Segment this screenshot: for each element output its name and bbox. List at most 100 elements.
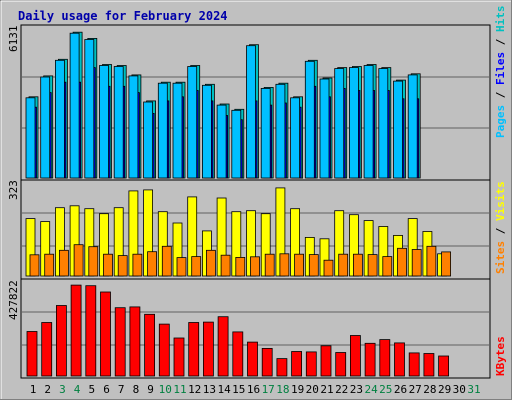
pages-bar: [363, 65, 374, 179]
x-tick-label: 31: [467, 383, 480, 396]
sites-bar: [441, 251, 452, 277]
kbytes-bar: [26, 331, 38, 377]
pages-bar: [113, 66, 124, 179]
pages-bar: [172, 82, 183, 179]
sites-bar: [382, 256, 393, 277]
legend-visits-line: Sites / Visits: [494, 181, 507, 274]
x-tick-label: 18: [276, 383, 289, 396]
x-tick-label: 4: [74, 383, 81, 396]
pages-bar: [128, 75, 139, 179]
legend-files: Files: [494, 52, 507, 85]
sites-bar: [397, 247, 407, 277]
kbytes-bar: [276, 358, 288, 377]
pages-bar: [187, 66, 198, 179]
kbytes-bar: [349, 335, 361, 377]
kbytes-bar: [423, 353, 435, 377]
sites-bar: [250, 256, 260, 277]
x-tick-label: 24: [364, 383, 378, 396]
kbytes-bar: [261, 347, 273, 377]
x-tick-label: 2: [44, 383, 51, 396]
kbytes-bar: [247, 341, 258, 377]
pages-bar: [201, 84, 212, 179]
x-tick-label: 8: [133, 383, 140, 396]
pages-bar: [231, 109, 242, 179]
x-tick-label: 13: [203, 383, 216, 396]
sites-bar: [88, 246, 99, 277]
x-tick-label: 26: [394, 383, 407, 396]
kbytes-bar: [100, 291, 111, 377]
x-tick-label: 27: [409, 383, 422, 396]
legend-sites: Sites: [494, 241, 507, 274]
sites-bar: [338, 253, 349, 277]
pages-bar: [378, 68, 389, 179]
kbytes-bar: [379, 339, 391, 377]
kbytes-bar: [129, 306, 141, 377]
sites-bar: [352, 253, 363, 277]
kbytes-max-label: 427822: [7, 280, 20, 320]
panel-kbytes-frame: [20, 278, 491, 379]
legend-traffic: Pages / Files / Hits: [494, 6, 507, 139]
legend-kbytes: KBytes: [494, 336, 507, 376]
kbytes-bar: [305, 351, 317, 377]
kbytes-bar: [173, 337, 185, 377]
x-tick-label: 25: [379, 383, 392, 396]
sites-bar: [308, 254, 319, 277]
sites-bar: [294, 253, 305, 277]
x-tick-label: 16: [247, 383, 260, 396]
x-tick-label: 15: [232, 383, 245, 396]
pages-bar: [84, 39, 95, 179]
sites-bar: [103, 253, 113, 277]
x-tick-label: 5: [88, 383, 95, 396]
kbytes-bar: [335, 352, 347, 377]
x-tick-label: 10: [159, 383, 172, 396]
pages-bar: [55, 59, 65, 179]
kbytes-bar: [232, 331, 244, 377]
x-tick-label: 20: [306, 383, 319, 396]
x-tick-label: 17: [262, 383, 275, 396]
legend-kbytes-name: KBytes: [494, 336, 507, 376]
sites-bar: [426, 245, 437, 277]
x-tick-label: 3: [59, 383, 66, 396]
kbytes-bar: [41, 322, 53, 377]
kbytes-bar: [188, 322, 200, 377]
legend-pages: Pages: [494, 105, 507, 138]
kbytes-bar: [217, 316, 229, 377]
pages-bar: [304, 60, 315, 179]
kbytes-bar: [158, 323, 170, 377]
legend-hits: Hits: [494, 6, 507, 33]
sites-bar: [411, 249, 422, 277]
bars-layer: [25, 31, 452, 377]
legend-visits: Sites / Visits: [494, 181, 507, 274]
x-tick-label: 14: [217, 383, 231, 396]
sites-bar: [161, 245, 172, 277]
sites-bar: [323, 259, 334, 277]
sites-bar: [176, 257, 187, 277]
legend-sep: /: [494, 221, 507, 241]
x-tick-label: 6: [103, 383, 110, 396]
x-tick-label: 1: [30, 383, 37, 396]
sites-bar: [117, 255, 128, 277]
x-tick-label: 9: [147, 383, 154, 396]
kbytes-bar: [56, 305, 67, 377]
sites-bar: [205, 249, 216, 277]
sites-bar: [264, 253, 275, 277]
x-tick-label: 23: [350, 383, 363, 396]
kbytes-bar: [291, 351, 303, 377]
kbytes-bar: [320, 345, 332, 377]
kbytes-bar: [394, 342, 405, 377]
sites-bar: [59, 249, 69, 277]
kbytes-bar: [114, 307, 126, 377]
x-tick-label: 12: [188, 383, 201, 396]
pages-bar: [216, 104, 227, 179]
pages-bar: [99, 65, 109, 179]
kbytes-bar: [364, 342, 376, 377]
visits-max-label: 323: [7, 180, 20, 200]
pages-bar: [157, 82, 168, 179]
x-tick-label: 19: [291, 383, 304, 396]
x-tick-label: 30: [453, 383, 466, 396]
chart-title: Daily usage for February 2024: [18, 9, 228, 23]
pages-bar: [348, 67, 359, 179]
x-tick-label: 11: [173, 383, 186, 396]
